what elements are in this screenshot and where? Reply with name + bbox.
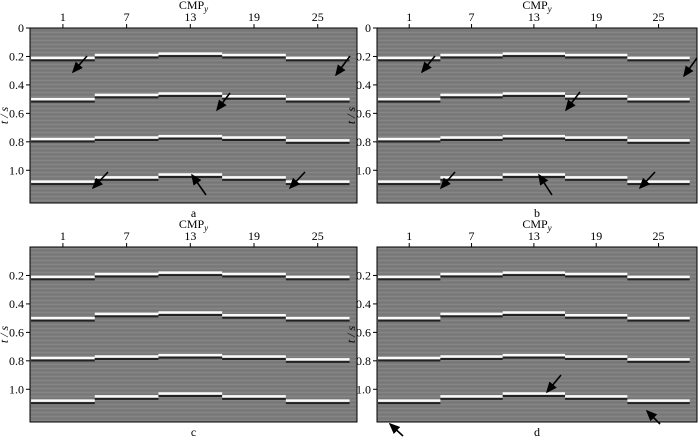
y-tick-label: 0.8 <box>356 354 371 368</box>
arrow <box>420 55 436 74</box>
x-tick-label: 7 <box>124 10 130 24</box>
y-axis-label: t / s <box>0 326 11 344</box>
y-axis-label: t / s <box>344 326 358 344</box>
x-axis-label: CMPy <box>522 0 551 14</box>
x-axis-label-sub: y <box>203 223 208 233</box>
y-tick-label: 0.4 <box>356 78 371 92</box>
x-axis-label: CMPy <box>179 0 208 14</box>
x-axis-label-main: CMP <box>179 217 205 231</box>
y-axis-label: t / s <box>344 107 358 125</box>
y-tick-label: 0 <box>365 21 371 35</box>
arrow <box>91 171 109 190</box>
x-tick-label: 1 <box>60 229 66 243</box>
x-axis-label-sub: y <box>547 223 552 233</box>
y-tick-label: 0.6 <box>356 325 371 339</box>
x-tick-label: 1 <box>406 10 412 24</box>
arrow <box>439 171 456 190</box>
x-tick-label: 7 <box>469 10 475 24</box>
y-tick-label: 0.4 <box>9 297 24 311</box>
y-tick-label: 1.0 <box>9 382 24 396</box>
x-tick-label: 25 <box>312 229 324 243</box>
y-tick-label: 0.6 <box>9 106 24 120</box>
panel-label: c <box>191 425 196 439</box>
arrow <box>545 374 562 394</box>
x-tick-label: 7 <box>469 229 475 243</box>
panel-label: d <box>534 425 540 439</box>
y-tick-label: 0.8 <box>9 354 24 368</box>
y-tick-label: 0.2 <box>9 268 24 282</box>
arrow <box>638 171 656 190</box>
x-axis-label-main: CMP <box>179 0 205 12</box>
arrow <box>538 173 553 196</box>
y-axis-label: t / s <box>0 107 11 125</box>
x-tick-label: 1 <box>60 10 66 24</box>
y-tick-label: 0.2 <box>356 49 371 63</box>
x-tick-label: 19 <box>590 10 602 24</box>
x-axis-label-sub: y <box>203 4 208 14</box>
x-tick-label: 19 <box>248 229 260 243</box>
panel-label: b <box>534 206 540 220</box>
x-tick-label: 25 <box>312 10 324 24</box>
x-axis-label: CMPy <box>522 217 551 233</box>
arrow <box>71 55 88 74</box>
y-tick-label: 0.8 <box>9 135 24 149</box>
y-tick-label: 0.2 <box>356 268 371 282</box>
y-tick-label: 0.4 <box>9 78 24 92</box>
x-axis-label-sub: y <box>547 4 552 14</box>
x-axis-label: CMPy <box>179 217 208 233</box>
x-tick-label: 13 <box>528 229 540 243</box>
x-tick-label: 13 <box>528 10 540 24</box>
x-tick-label: 19 <box>248 10 260 24</box>
arrow <box>335 55 351 77</box>
arrow <box>216 92 231 112</box>
arrow <box>191 173 207 196</box>
arrow <box>645 409 661 425</box>
x-axis-label-main: CMP <box>522 217 548 231</box>
x-tick-label: 25 <box>653 10 665 24</box>
arrow <box>388 422 404 437</box>
y-tick-label: 0.2 <box>9 49 24 63</box>
arrow <box>683 57 698 78</box>
arrow <box>565 91 581 112</box>
y-tick-label: 1.0 <box>356 382 371 396</box>
x-tick-label: 1 <box>406 229 412 243</box>
y-tick-label: 0.6 <box>356 106 371 120</box>
panel-label: a <box>191 206 197 220</box>
y-tick-label: 0 <box>18 21 24 35</box>
x-tick-label: 19 <box>590 229 602 243</box>
y-tick-label: 1.0 <box>9 163 24 177</box>
y-tick-label: 1.0 <box>356 163 371 177</box>
y-tick-label: 0.6 <box>9 325 24 339</box>
x-tick-label: 25 <box>653 229 665 243</box>
y-tick-label: 0.4 <box>356 297 371 311</box>
x-tick-label: 13 <box>184 229 196 243</box>
y-tick-label: 0.8 <box>356 135 371 149</box>
arrow <box>288 171 306 190</box>
x-tick-label: 13 <box>184 10 196 24</box>
x-axis-label-main: CMP <box>522 0 548 12</box>
x-tick-label: 7 <box>124 229 130 243</box>
